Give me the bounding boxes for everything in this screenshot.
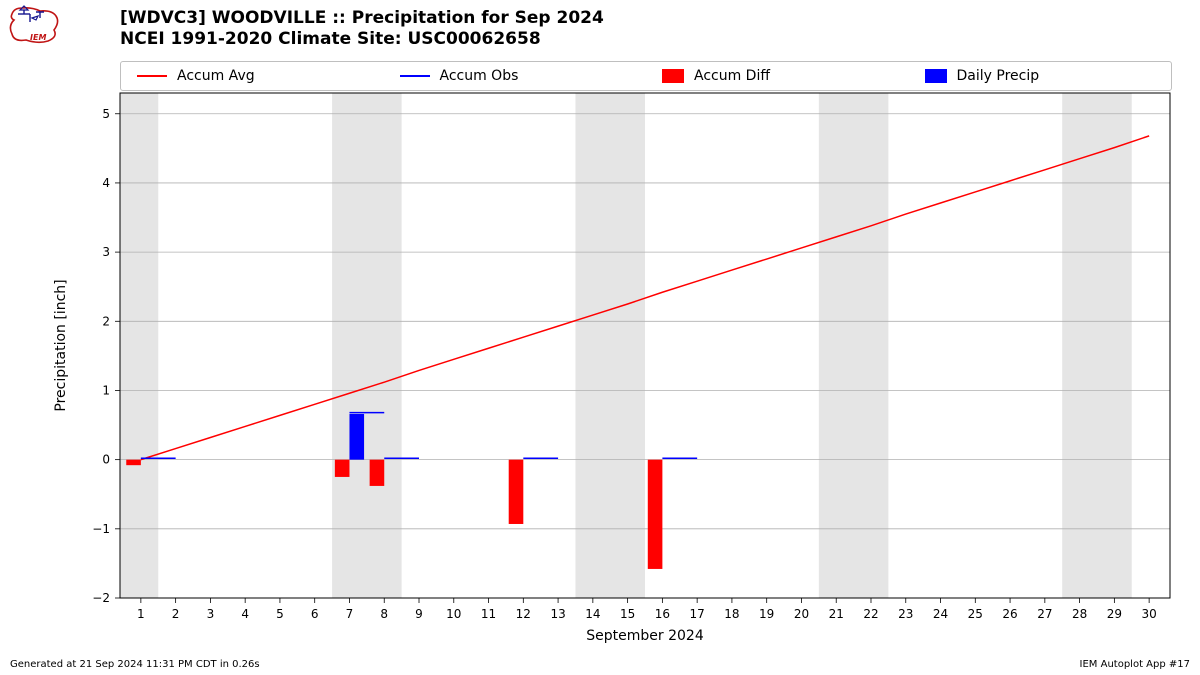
svg-text:23: 23	[898, 607, 913, 621]
svg-text:3: 3	[102, 245, 110, 259]
svg-text:8: 8	[380, 607, 388, 621]
svg-text:19: 19	[759, 607, 774, 621]
svg-text:0: 0	[102, 453, 110, 467]
svg-text:−2: −2	[92, 591, 110, 605]
svg-text:Precipitation [inch]: Precipitation [inch]	[53, 279, 69, 411]
svg-text:September 2024: September 2024	[586, 628, 704, 644]
svg-text:27: 27	[1037, 607, 1052, 621]
svg-text:5: 5	[276, 607, 284, 621]
svg-text:6: 6	[311, 607, 319, 621]
svg-text:9: 9	[415, 607, 423, 621]
svg-text:4: 4	[241, 607, 249, 621]
svg-text:3: 3	[207, 607, 215, 621]
svg-text:2: 2	[102, 314, 110, 328]
svg-text:20: 20	[794, 607, 809, 621]
svg-text:1: 1	[137, 607, 145, 621]
svg-text:26: 26	[1002, 607, 1017, 621]
svg-text:10: 10	[446, 607, 461, 621]
svg-text:30: 30	[1141, 607, 1156, 621]
svg-text:15: 15	[620, 607, 635, 621]
footer-app: IEM Autoplot App #17	[1080, 659, 1190, 670]
svg-text:5: 5	[102, 107, 110, 121]
svg-text:11: 11	[481, 607, 496, 621]
svg-text:18: 18	[724, 607, 739, 621]
svg-text:−1: −1	[92, 522, 110, 536]
svg-text:16: 16	[655, 607, 670, 621]
footer-generated: Generated at 21 Sep 2024 11:31 PM CDT in…	[10, 659, 260, 670]
svg-text:17: 17	[690, 607, 705, 621]
svg-text:12: 12	[516, 607, 531, 621]
svg-text:7: 7	[346, 607, 354, 621]
precip-chart: −2−1012345123456789101112131415161718192…	[0, 0, 1200, 675]
svg-text:22: 22	[863, 607, 878, 621]
svg-text:13: 13	[550, 607, 565, 621]
svg-text:25: 25	[968, 607, 983, 621]
svg-text:24: 24	[933, 607, 948, 621]
svg-text:14: 14	[585, 607, 600, 621]
svg-text:21: 21	[829, 607, 844, 621]
svg-text:28: 28	[1072, 607, 1087, 621]
svg-text:2: 2	[172, 607, 180, 621]
svg-text:4: 4	[102, 176, 110, 190]
svg-text:1: 1	[102, 383, 110, 397]
svg-text:29: 29	[1107, 607, 1122, 621]
